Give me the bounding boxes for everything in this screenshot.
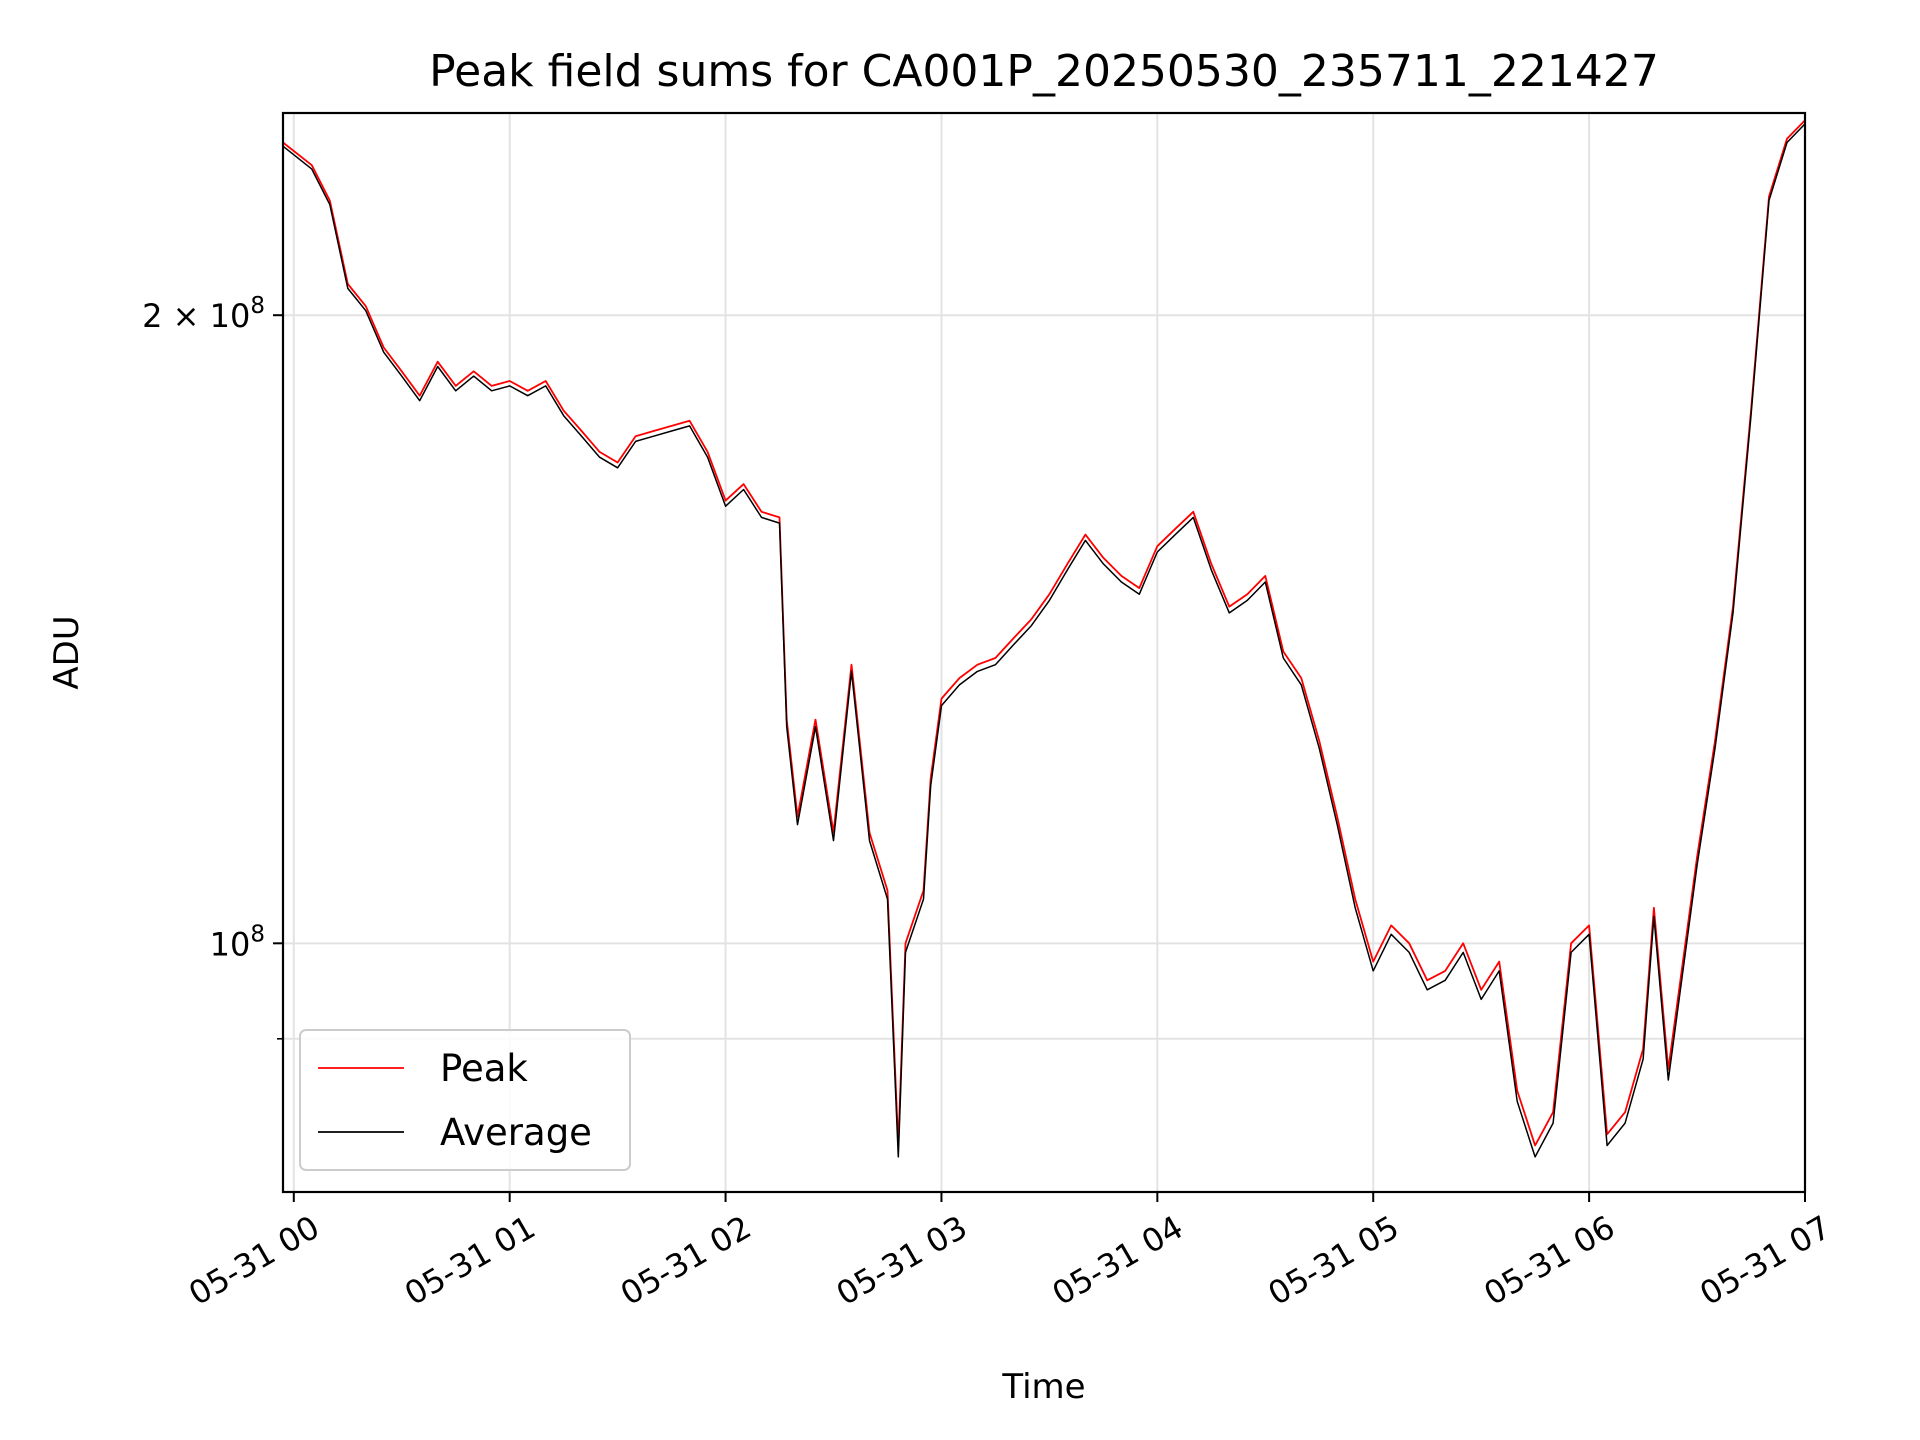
legend-label-average: Average [440, 1111, 592, 1154]
series-line-peak [282, 119, 1806, 1147]
legend-box [299, 1029, 631, 1171]
y-tick-label-base: 10 [210, 925, 251, 963]
legend-label-peak: Peak [440, 1047, 528, 1090]
y-tick-label-coeff: 2 × [142, 297, 210, 335]
x-axis-title: Time [1001, 1367, 1085, 1407]
y-tick-label-base: 10 [210, 297, 251, 335]
chart-title: Peak field sums for CA001P_20250530_2357… [429, 46, 1659, 97]
y-tick-label: 2 × 108 [142, 293, 265, 335]
plot-frame [281, 111, 1807, 1194]
legend: Peak Average [299, 1029, 631, 1171]
y-tick-label: 108 [210, 921, 265, 963]
y-axis-title: ADU [47, 615, 87, 689]
y-tick-label-exp: 8 [250, 921, 265, 947]
y-tick-label-exp: 8 [250, 293, 265, 319]
series-layer [282, 119, 1806, 1158]
series-line-average [282, 123, 1806, 1158]
